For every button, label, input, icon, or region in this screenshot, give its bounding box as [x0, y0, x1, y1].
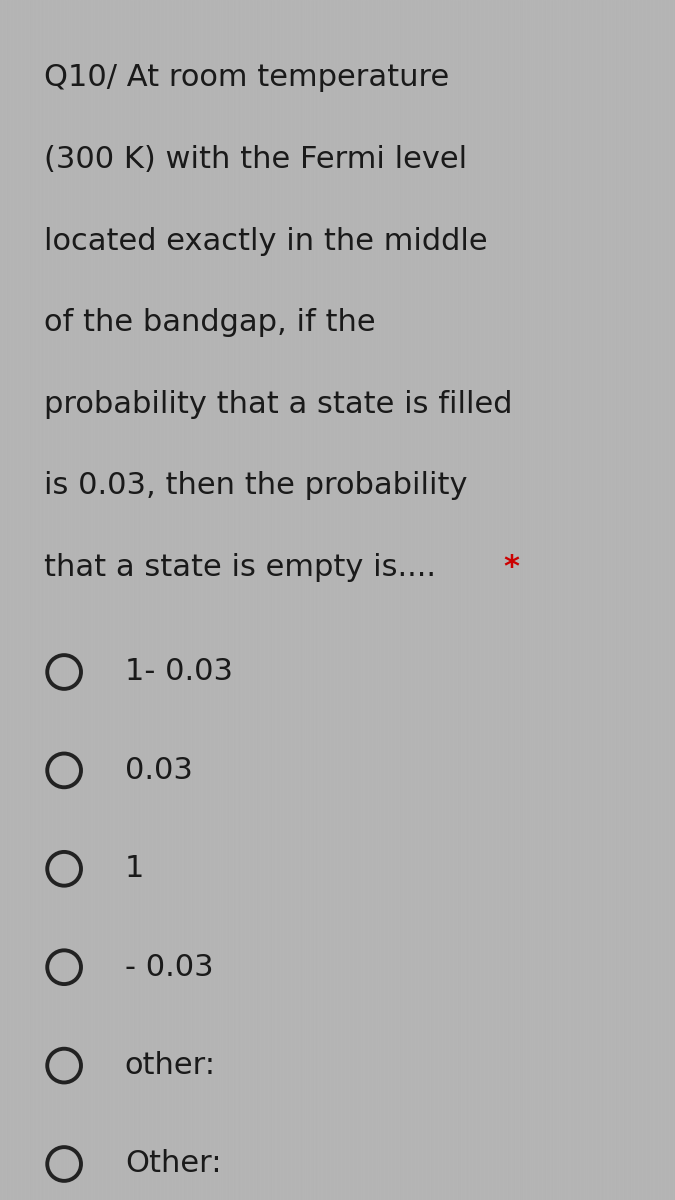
Text: 1: 1	[125, 854, 144, 883]
Text: probability that a state is filled: probability that a state is filled	[44, 390, 512, 419]
Text: *: *	[503, 553, 519, 582]
Text: (300 K) with the Fermi level: (300 K) with the Fermi level	[44, 145, 467, 174]
Text: Other:: Other:	[125, 1150, 221, 1178]
Text: that a state is empty is....: that a state is empty is....	[44, 553, 446, 582]
Text: Q10/ At room temperature: Q10/ At room temperature	[44, 64, 449, 92]
Text: is 0.03, then the probability: is 0.03, then the probability	[44, 472, 467, 500]
Text: - 0.03: - 0.03	[125, 953, 213, 982]
Text: located exactly in the middle: located exactly in the middle	[44, 227, 487, 256]
Text: 0.03: 0.03	[125, 756, 193, 785]
Text: 1- 0.03: 1- 0.03	[125, 658, 233, 686]
Text: other:: other:	[125, 1051, 216, 1080]
Text: of the bandgap, if the: of the bandgap, if the	[44, 308, 375, 337]
